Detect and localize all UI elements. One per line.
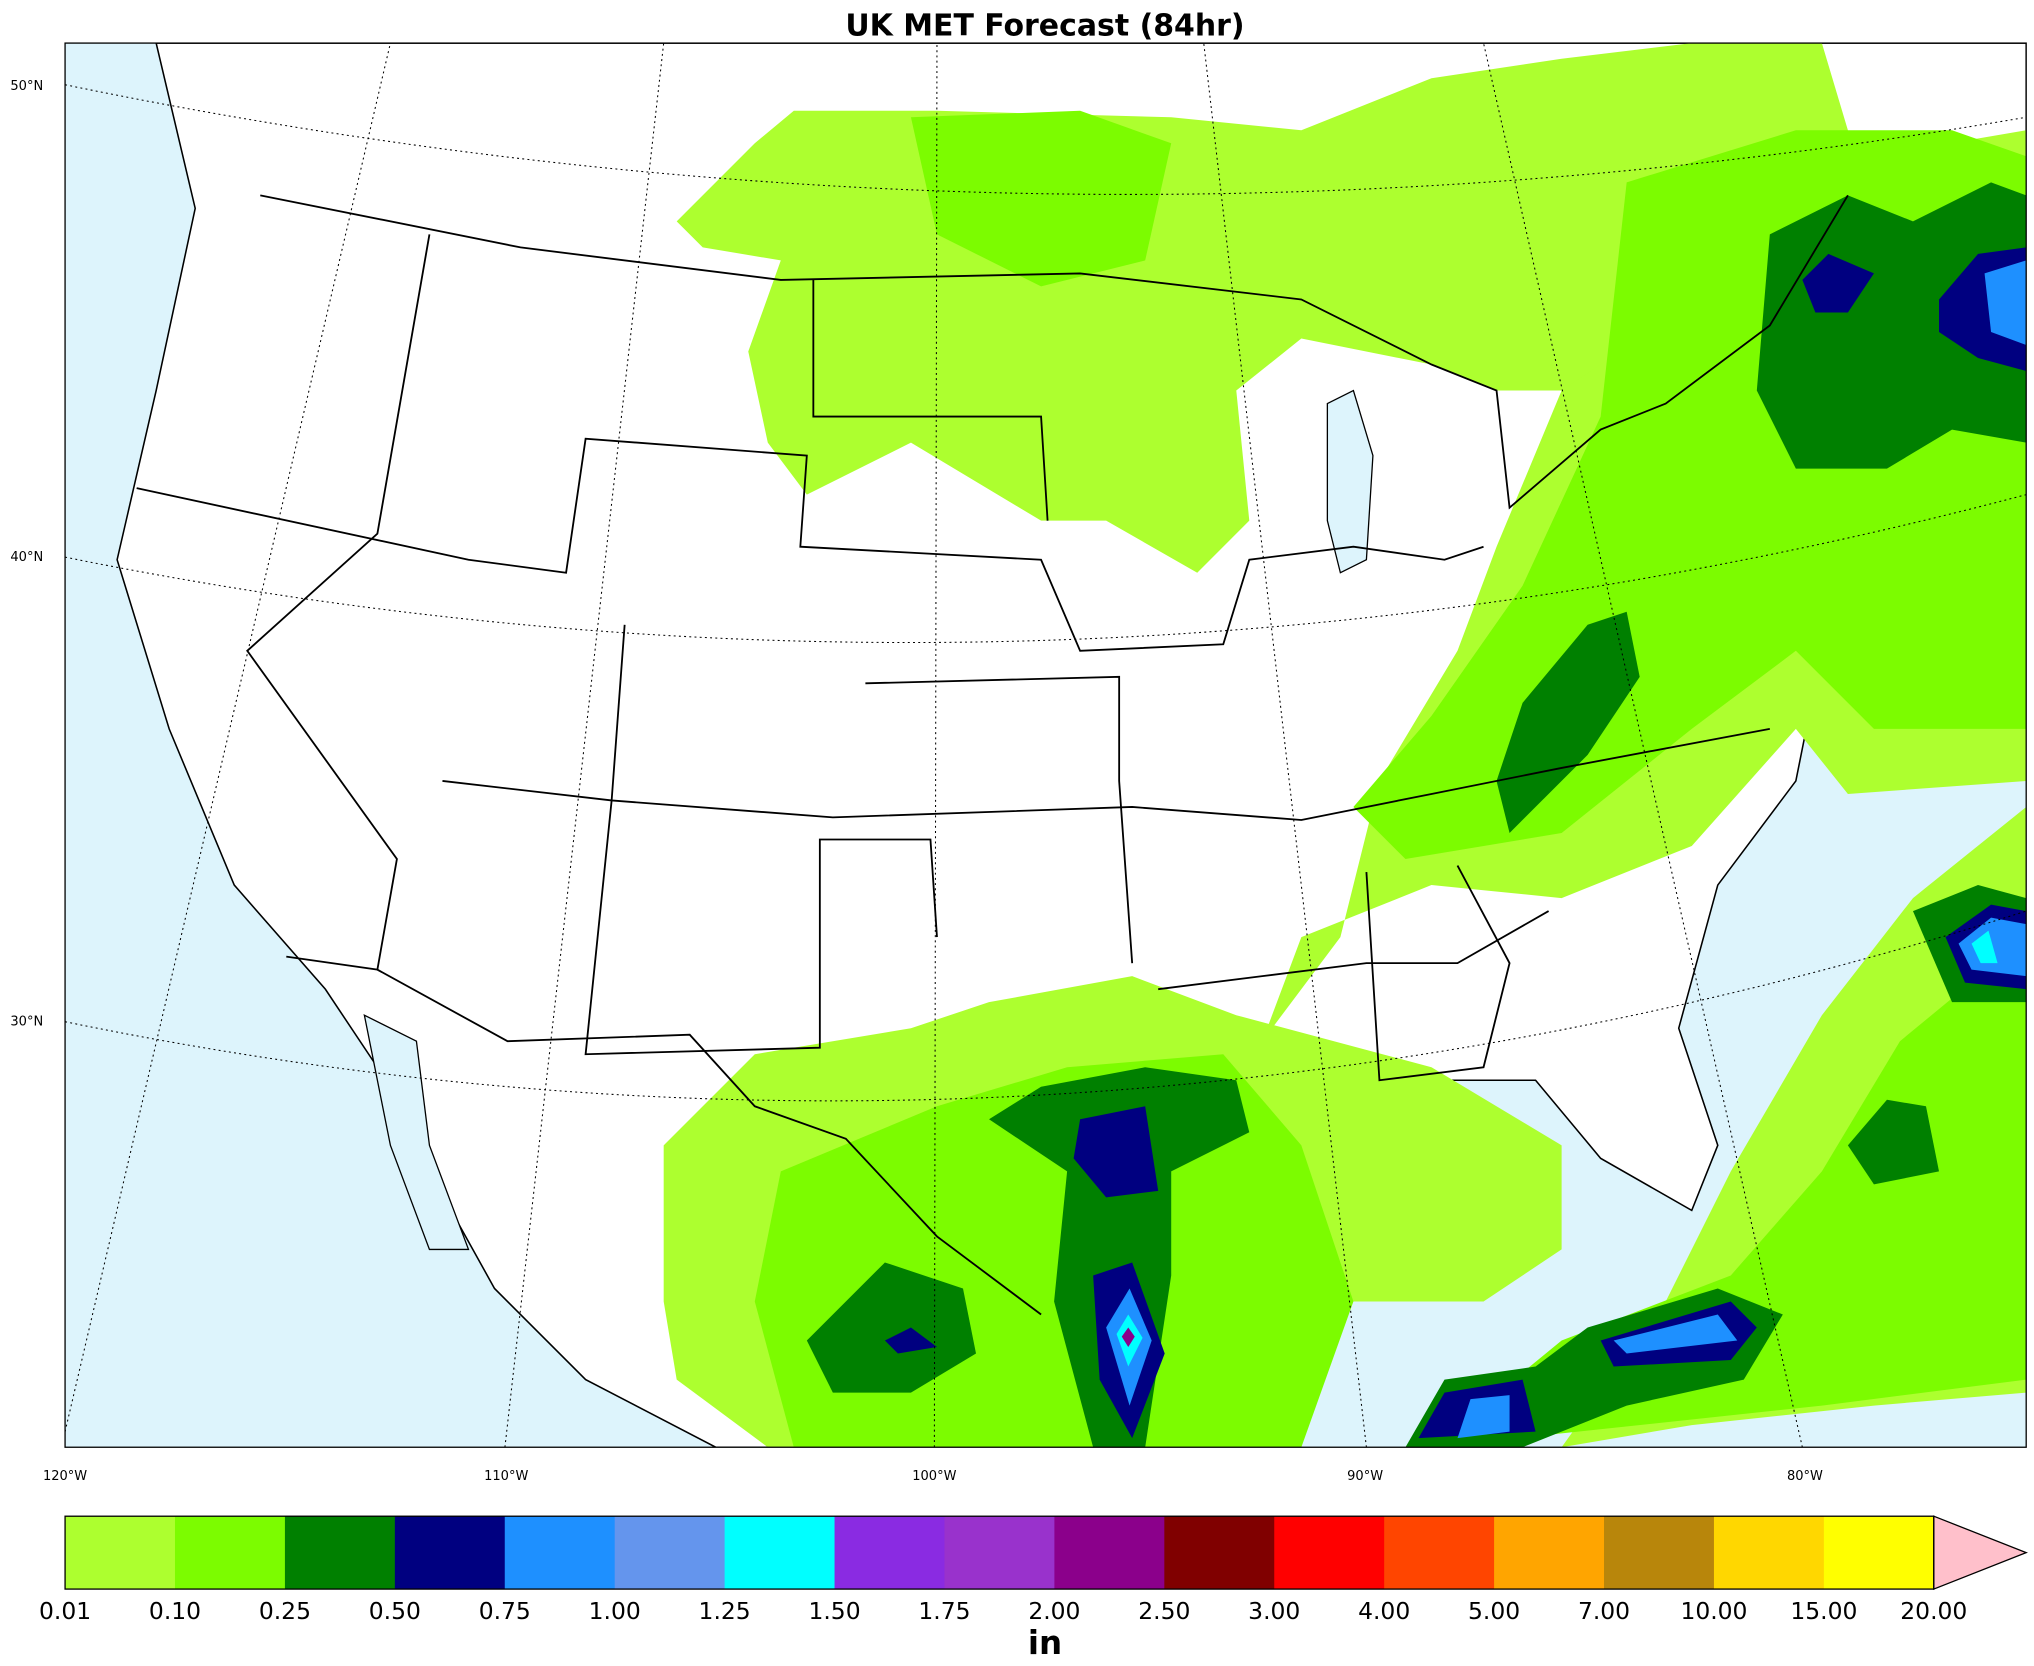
colorbar: 0.01 0.10 0.25 0.50 0.75 1.00 1.25 1.50 1.75 2.00…: [39, 1515, 2028, 1625]
longitude-label: 110°W: [484, 1469, 528, 1484]
colorbar-units: in: [1028, 1624, 1062, 1662]
colorbar-swatch: [65, 1516, 176, 1590]
colorbar-label: 1.50: [808, 1597, 860, 1625]
latitude-label: 30°N: [10, 1015, 43, 1030]
colorbar-label: 1.25: [699, 1597, 751, 1625]
state-line: [246, 234, 431, 970]
colorbar-label: 0.25: [259, 1597, 311, 1625]
colorbar-label: 0.75: [479, 1597, 531, 1625]
colorbar-label: 20.00: [1900, 1597, 1967, 1625]
state-line: [442, 727, 1770, 821]
state-line: [812, 279, 1049, 521]
colorbar-label: 15.00: [1790, 1597, 1857, 1625]
precip-extreme: [1106, 260, 2027, 1439]
latitude-label: 40°N: [10, 550, 43, 565]
colorbar-extend: [1933, 1515, 2028, 1591]
colorbar-swatch: [1604, 1516, 1715, 1590]
precip-max: [1121, 1327, 1135, 1348]
colorbar-label: 0.50: [369, 1597, 421, 1625]
colorbar-label: 4.00: [1358, 1597, 1410, 1625]
colorbar-swatch: [724, 1516, 836, 1590]
graticule: [504, 43, 665, 1448]
colorbar-swatch: [1054, 1516, 1165, 1590]
colorbar-label: 0.10: [149, 1597, 201, 1625]
colorbar-swatch: [614, 1516, 726, 1590]
colorbar-label: 10.00: [1680, 1597, 1747, 1625]
map-frame: [64, 42, 2027, 1448]
colorbar-swatch: [1494, 1516, 1605, 1590]
longitude-label: 100°W: [912, 1469, 956, 1484]
colorbar-swatch: [1274, 1516, 1385, 1590]
map: [64, 42, 2027, 1448]
title: UK MET Forecast (84hr): [845, 8, 1244, 43]
colorbar-label: 1.75: [918, 1597, 970, 1625]
state-line: [865, 675, 1134, 964]
graticule: [1483, 43, 1803, 1448]
state-line: [584, 624, 938, 1056]
lake-michigan: [1326, 389, 1374, 574]
gulf-of-california: [363, 1014, 470, 1251]
colorbar-label: 0.01: [39, 1597, 91, 1625]
precip-peak: [1971, 930, 1998, 964]
state-line: [136, 437, 1484, 652]
border: [260, 194, 1849, 510]
graticule: [1203, 43, 1367, 1448]
colorbar-label: 2.50: [1138, 1597, 1190, 1625]
longitude-label: 90°W: [1347, 1469, 1383, 1484]
colorbar-label: 1.00: [589, 1597, 641, 1625]
colorbar-swatch: [944, 1516, 1056, 1590]
colorbar-swatch: [504, 1516, 616, 1590]
graticule: [65, 84, 2027, 195]
colorbar-swatch: [1713, 1516, 1825, 1590]
longitude-label: 80°W: [1787, 1469, 1823, 1484]
colorbar-swatch: [1384, 1516, 1495, 1590]
state-line: [1365, 865, 1511, 1082]
border: [286, 955, 1042, 1316]
graticule: [65, 43, 391, 1432]
colorbar-swatch: [284, 1516, 396, 1590]
colorbar-label: 3.00: [1248, 1597, 1300, 1625]
colorbar-swatch: [1164, 1516, 1275, 1590]
colorbar-label: 2.00: [1028, 1597, 1080, 1625]
colorbar-label: 7.00: [1578, 1597, 1630, 1625]
graticule: [65, 494, 2027, 644]
colorbar-frame: [64, 1515, 1935, 1590]
colorbar-swatch: [394, 1516, 506, 1590]
state-line: [1158, 910, 1550, 991]
colorbar-label: 5.00: [1468, 1597, 1520, 1625]
colorbar-swatch: [834, 1516, 946, 1590]
colorbar-swatch: [174, 1516, 286, 1590]
latitude-label: 50°N: [10, 79, 43, 94]
colorbar-swatch: [1823, 1516, 1935, 1590]
longitude-label: 120°W: [43, 1469, 87, 1484]
